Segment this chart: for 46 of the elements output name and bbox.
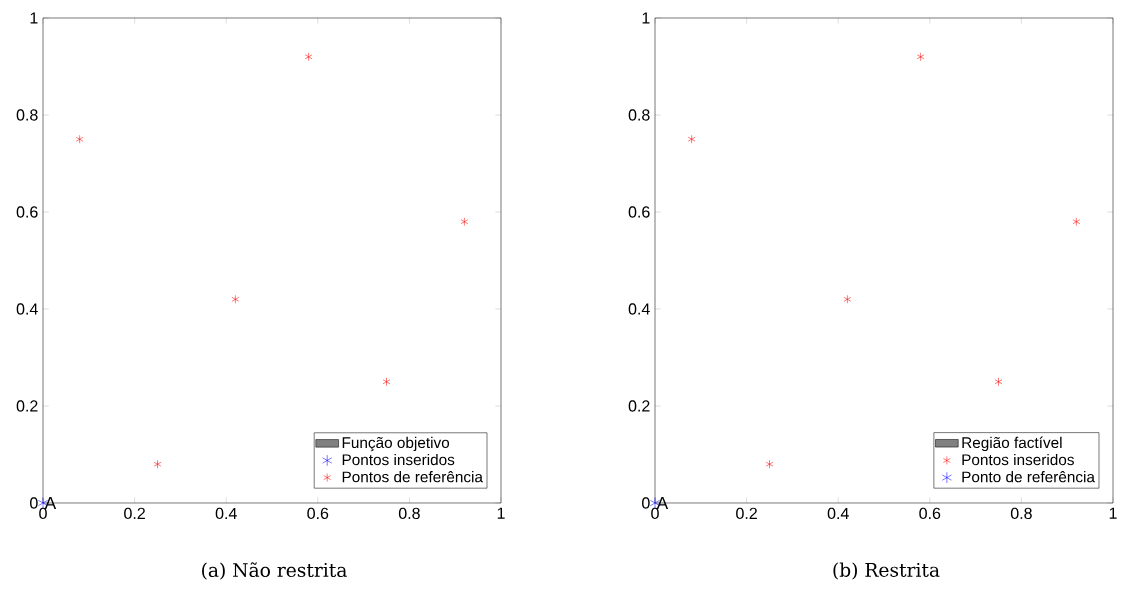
legend-label: Função objetivo xyxy=(342,436,450,452)
y-tick-label: 0.2 xyxy=(16,400,38,412)
x-tick-label: 1 xyxy=(1109,507,1117,519)
point xyxy=(460,217,469,226)
point xyxy=(765,459,774,469)
y-tick-label: 0.8 xyxy=(16,109,38,121)
x-tick-label: 0.2 xyxy=(736,507,757,520)
point xyxy=(916,52,925,62)
legend-label: Pontos inseridos xyxy=(962,453,1074,466)
x-tick-label: 0.8 xyxy=(398,507,420,520)
text: (b) Restrita xyxy=(833,562,940,580)
x-tick-label: 0.2 xyxy=(124,507,145,520)
x-tick-label: 0.6 xyxy=(919,507,941,520)
y-tick-label: 0.6 xyxy=(628,206,650,218)
point xyxy=(231,295,240,304)
x-tick-label: 0.4 xyxy=(827,507,849,520)
point xyxy=(382,377,391,387)
y-tick-label: 0.4 xyxy=(16,303,38,315)
y-tick-label: 0.4 xyxy=(628,303,650,315)
y-tick-label: 1 xyxy=(30,12,38,24)
point xyxy=(304,52,313,62)
x-tick-label: 0.4 xyxy=(215,507,237,520)
x-tick-label: 0 xyxy=(39,507,47,520)
annotation: A xyxy=(656,497,669,509)
y-tick-label: 0 xyxy=(642,497,650,509)
y-tick-label: 0.2 xyxy=(628,400,650,412)
x-tick-label: 1 xyxy=(497,507,505,519)
point xyxy=(843,295,852,304)
y-tick-label: 1 xyxy=(642,12,650,24)
x-tick-label: 0.6 xyxy=(307,507,329,520)
legend-label: Ponto de referência xyxy=(962,471,1095,483)
legend-label: Pontos de referência xyxy=(342,471,483,483)
y-tick-label: 0.8 xyxy=(628,109,650,121)
point xyxy=(75,134,84,144)
legend-label: Pontos inseridos xyxy=(342,453,455,466)
point xyxy=(153,459,162,469)
legend-label: Região factível xyxy=(962,436,1062,452)
text: (a) Não restrita xyxy=(202,562,347,580)
point xyxy=(1072,217,1081,226)
y-tick-label: 0.6 xyxy=(16,206,38,218)
x-tick-label: 0 xyxy=(651,507,659,520)
x-tick-label: 0.8 xyxy=(1010,507,1032,520)
y-tick-label: 0 xyxy=(30,497,38,509)
annotation: A xyxy=(44,497,57,509)
point xyxy=(994,377,1003,387)
point xyxy=(687,134,696,144)
